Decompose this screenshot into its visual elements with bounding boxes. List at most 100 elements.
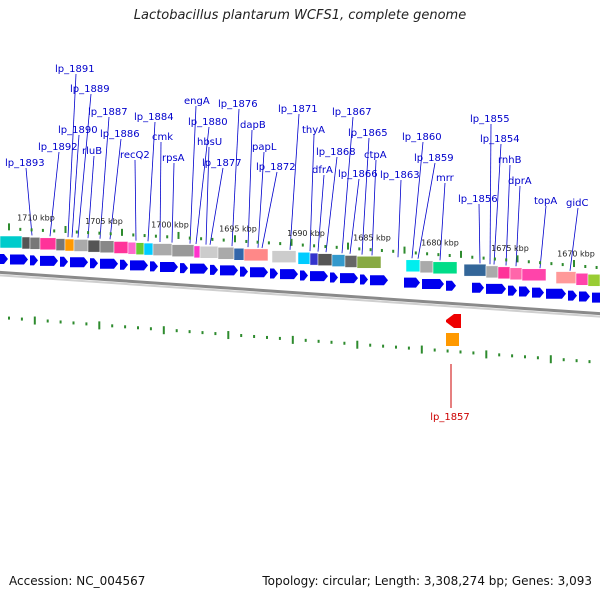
- leader-line: [325, 156, 338, 253]
- gene-label[interactable]: lp_1890: [58, 125, 98, 136]
- inner-ring-tick: [330, 340, 333, 344]
- gene-label[interactable]: mrr: [436, 173, 455, 184]
- gene-label[interactable]: lp_1863: [380, 170, 420, 181]
- gene-label[interactable]: dfrA: [312, 165, 333, 176]
- gene-label[interactable]: lp_1876: [218, 99, 258, 110]
- gene-label[interactable]: lp_1871: [278, 104, 318, 115]
- outer-ring-tick: [505, 258, 508, 262]
- gene-label[interactable]: lp_1884: [134, 112, 174, 123]
- gene-arrow[interactable]: [150, 261, 158, 272]
- gene-label[interactable]: lp_1860: [402, 132, 442, 143]
- gene-label[interactable]: recQ2: [120, 150, 150, 161]
- gene-label[interactable]: rnhB: [498, 155, 522, 166]
- gene-label[interactable]: lp_1872: [256, 162, 296, 173]
- gene-arrow[interactable]: [592, 292, 600, 303]
- gene-arrow[interactable]: [40, 255, 58, 266]
- gene-label[interactable]: cmk: [152, 132, 173, 143]
- gene-arrow[interactable]: [446, 280, 456, 291]
- highlight-gene-label[interactable]: lp_1857: [430, 412, 470, 423]
- gene-labels[interactable]: lp_1893 lp_1892 lp_1891 lp_1890 lp_1889 rluB l…: [5, 64, 588, 209]
- gene-label[interactable]: topA: [534, 196, 557, 207]
- gene-arrow[interactable]: [568, 290, 577, 301]
- gene-arrow[interactable]: [220, 265, 238, 276]
- outer-ring-tick: [516, 255, 519, 263]
- gene-arrow[interactable]: [70, 257, 88, 268]
- gene-arrow[interactable]: [250, 267, 268, 278]
- gene-arrow[interactable]: [280, 269, 298, 280]
- leader-line: [569, 207, 579, 271]
- gene-label[interactable]: lp_1868: [316, 147, 356, 158]
- outer-ring-tick: [437, 253, 440, 257]
- gene-label[interactable]: thyA: [302, 125, 325, 136]
- highlighted-gene[interactable]: lp_1857: [430, 314, 470, 423]
- gene-label[interactable]: lp_1891: [55, 64, 95, 75]
- gene-arrow[interactable]: [486, 283, 506, 294]
- gene-arrow[interactable]: [120, 259, 128, 270]
- leader-line: [109, 138, 122, 240]
- gene-arrow[interactable]: [330, 272, 338, 283]
- leader-line: [147, 121, 156, 242]
- gene-arrow[interactable]: [508, 285, 517, 296]
- gene-arrow[interactable]: [30, 255, 38, 266]
- outer-ring-tick: [335, 245, 338, 249]
- gene-label[interactable]: lp_1854: [480, 134, 520, 145]
- gene-label[interactable]: lp_1887: [88, 107, 128, 118]
- gene-arrow[interactable]: [472, 282, 484, 293]
- gene-arrow[interactable]: [300, 270, 308, 281]
- gene-arrow[interactable]: [422, 278, 444, 289]
- gene-label[interactable]: gidC: [566, 198, 588, 209]
- outer-ring-tick: [301, 243, 304, 247]
- gene-arrow[interactable]: [0, 254, 8, 264]
- gene-label[interactable]: lp_1856: [458, 194, 498, 205]
- outer-ring-tick: [64, 225, 67, 233]
- gene-arrow[interactable]: [370, 275, 388, 286]
- feature-block: [271, 250, 297, 263]
- gene-label[interactable]: engA: [184, 96, 210, 107]
- gene-arrow[interactable]: [100, 258, 118, 269]
- gene-arrow[interactable]: [579, 291, 590, 302]
- gene-label[interactable]: hbsU: [197, 137, 222, 148]
- gene-label[interactable]: dprA: [508, 176, 532, 187]
- scale-tick-label: 1695 kbp: [219, 225, 257, 234]
- gene-arrow[interactable]: [90, 258, 98, 269]
- gene-label[interactable]: dapB: [240, 120, 266, 131]
- gene-label[interactable]: lp_1880: [188, 117, 228, 128]
- gene-label[interactable]: lp_1886: [100, 129, 140, 140]
- gene-label[interactable]: ctpA: [364, 150, 387, 161]
- gene-arrow[interactable]: [310, 271, 328, 282]
- leader-line: [205, 146, 210, 245]
- gene-arrow[interactable]: [60, 256, 68, 267]
- leader-line: [489, 123, 492, 265]
- gene-arrow[interactable]: [10, 254, 28, 265]
- gene-arrow[interactable]: [190, 263, 208, 274]
- gene-label[interactable]: lp_1855: [470, 114, 510, 125]
- gene-label[interactable]: papL: [252, 142, 277, 153]
- gene-arrow[interactable]: [180, 263, 188, 274]
- gene-arrow[interactable]: [404, 277, 420, 288]
- gene-label[interactable]: lp_1866: [338, 169, 378, 180]
- gene-arrow[interactable]: [130, 260, 148, 271]
- gene-label[interactable]: rluB: [82, 146, 102, 157]
- gene-arrow[interactable]: [160, 261, 178, 272]
- highlight-gene-arrow[interactable]: [446, 314, 461, 328]
- inner-ring-tick: [317, 339, 320, 343]
- gene-label[interactable]: lp_1865: [348, 128, 388, 139]
- inner-ring-tick: [20, 317, 23, 321]
- gene-arrow[interactable]: [532, 287, 544, 298]
- gene-label[interactable]: rpsA: [162, 153, 185, 164]
- gene-label[interactable]: lp_1889: [70, 84, 110, 95]
- gene-arrow[interactable]: [270, 268, 278, 279]
- gene-arrow[interactable]: [240, 266, 248, 277]
- gene-label[interactable]: lp_1892: [38, 142, 78, 153]
- gene-label[interactable]: lp_1867: [332, 107, 372, 118]
- gene-label[interactable]: lp_1859: [414, 153, 454, 164]
- gene-arrow[interactable]: [340, 273, 358, 284]
- gene-arrow[interactable]: [210, 264, 218, 275]
- gene-label[interactable]: lp_1893: [5, 158, 45, 169]
- outer-ring-tick: [426, 252, 429, 256]
- gene-arrow[interactable]: [519, 286, 530, 297]
- gene-label[interactable]: lp_1877: [202, 158, 242, 169]
- gene-arrow[interactable]: [546, 288, 566, 299]
- gene-arrow[interactable]: [360, 274, 368, 285]
